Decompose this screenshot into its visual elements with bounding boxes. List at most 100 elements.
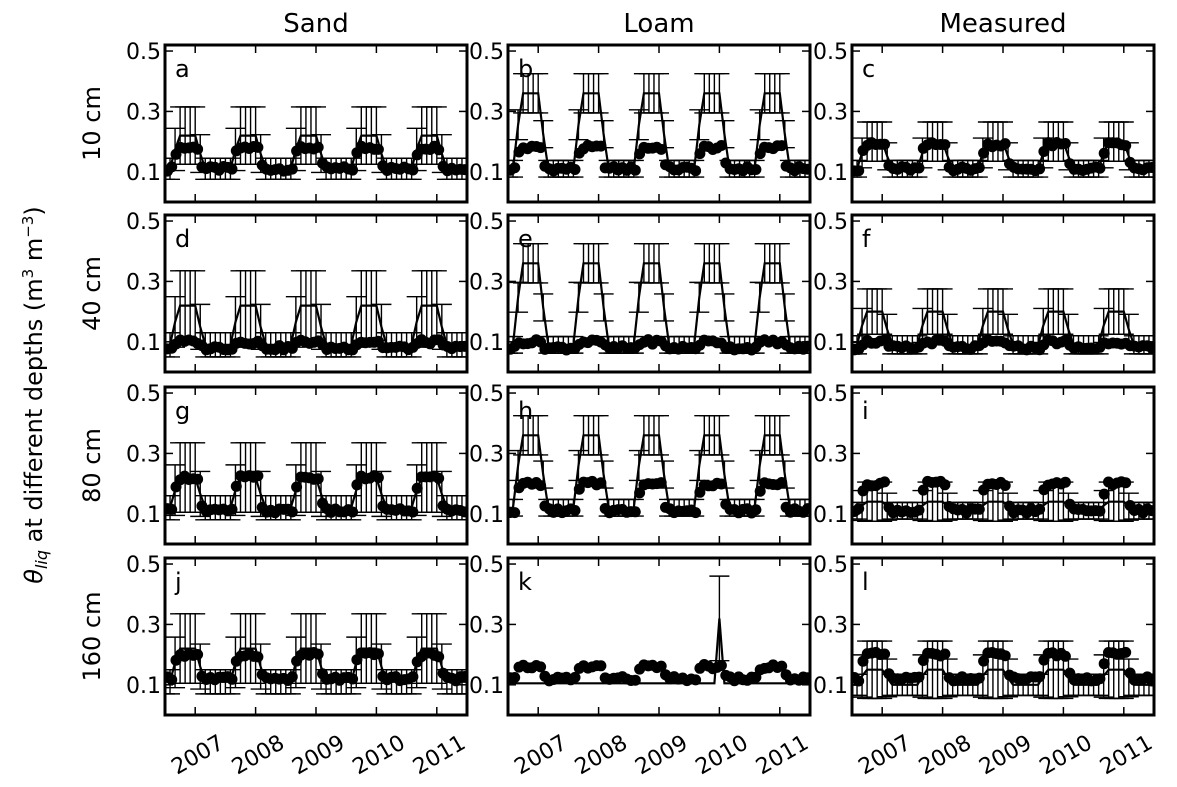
data-point <box>1120 646 1132 658</box>
data-point <box>1034 671 1046 683</box>
data-point <box>535 661 547 673</box>
data-point <box>1034 163 1046 175</box>
data-point <box>535 480 547 492</box>
data-point <box>312 141 324 153</box>
data-point <box>347 164 359 176</box>
data-point <box>879 648 891 660</box>
data-point <box>569 505 581 516</box>
data-point <box>252 470 264 482</box>
data-point <box>569 164 581 175</box>
y-tick-label: 0.3 <box>126 613 161 638</box>
data-point <box>1098 658 1110 670</box>
data-point <box>230 480 242 492</box>
y-tick-label: 0.3 <box>469 100 504 125</box>
panel-j-series-1 <box>165 647 467 687</box>
data-point <box>433 651 445 663</box>
errorbar <box>426 613 447 684</box>
errorbar <box>769 72 790 114</box>
panel-l-series-1 <box>852 646 1154 687</box>
errorbar <box>649 414 669 456</box>
errorbar <box>714 293 735 322</box>
y-tick-label: 0.1 <box>126 161 161 186</box>
data-point <box>999 138 1011 150</box>
errorbar <box>628 109 649 141</box>
data-point <box>913 504 925 516</box>
data-point <box>776 140 788 152</box>
errorbar <box>250 643 271 690</box>
y-tick-label: 0.1 <box>813 674 848 699</box>
errorbar <box>508 109 529 141</box>
data-point <box>690 165 702 177</box>
errorbar <box>769 242 790 284</box>
errorbar <box>709 575 730 662</box>
errorbar <box>185 613 206 684</box>
x-tick-label: 2010 <box>692 731 753 781</box>
y-tick-label: 0.3 <box>469 613 504 638</box>
panel-g-series-1 <box>165 470 467 519</box>
data-point <box>347 506 359 518</box>
panel-f-series-1 <box>852 334 1154 356</box>
errorbar <box>245 613 266 684</box>
panel-d-series-1 <box>165 334 467 356</box>
row-label-10cm: 10 cm <box>78 86 106 161</box>
errorbar <box>528 242 549 284</box>
panel-h-series-0 <box>508 414 810 517</box>
row-label-40cm: 40 cm <box>78 256 106 331</box>
data-point <box>802 340 810 352</box>
data-point <box>407 164 419 176</box>
data-point <box>879 138 891 150</box>
y-tick-label: 0.3 <box>813 270 848 295</box>
data-point <box>715 478 727 490</box>
data-point <box>1098 488 1110 500</box>
errorbar <box>654 293 675 322</box>
y-tick-label: 0.1 <box>469 331 504 356</box>
data-point <box>351 479 363 491</box>
panel-i-series-1 <box>852 475 1154 519</box>
data-point <box>1146 342 1154 354</box>
panel-letter-a: a <box>175 55 190 83</box>
errorbar <box>749 109 770 141</box>
y-tick-label: 0.3 <box>813 613 848 638</box>
panel-h: 0.1 0.3 0.5 h <box>469 382 812 546</box>
errorbar <box>1144 501 1154 520</box>
x-tick-label: 2009 <box>288 731 349 781</box>
panel-letter-g: g <box>175 397 190 425</box>
column-title-measured: Measured <box>939 9 1066 39</box>
data-point <box>853 503 865 515</box>
data-point <box>535 142 547 154</box>
errorbar <box>1144 159 1154 178</box>
y-tick-label: 0.5 <box>469 40 504 65</box>
data-point <box>312 473 324 485</box>
data-point <box>973 503 985 515</box>
y-tick-label: 0.5 <box>126 210 161 235</box>
data-point <box>973 672 985 684</box>
y-tick-label: 0.5 <box>469 210 504 235</box>
data-point <box>226 673 238 685</box>
y-tick-label: 0.5 <box>469 382 504 407</box>
data-point <box>1120 140 1132 152</box>
data-point <box>853 165 865 177</box>
data-point <box>776 660 788 672</box>
panel-letter-i: i <box>862 397 869 425</box>
errorbar <box>431 643 452 690</box>
data-point <box>226 503 238 515</box>
x-tick-label: 2010 <box>349 731 410 781</box>
y-tick-label: 0.1 <box>813 161 848 186</box>
y-tick-label: 0.3 <box>126 270 161 295</box>
errorbar <box>457 494 467 521</box>
data-point <box>913 162 925 174</box>
data-point <box>1059 476 1071 488</box>
panel-b-series-1 <box>508 139 810 177</box>
data-point <box>629 506 641 518</box>
panel-letter-d: d <box>175 225 190 253</box>
y-tick-label: 0.3 <box>813 442 848 467</box>
column-title-loam: Loam <box>623 9 694 39</box>
data-point <box>629 164 641 176</box>
panel-k-frame <box>506 556 812 717</box>
data-point <box>509 672 521 683</box>
panel-e-series-0 <box>508 242 810 354</box>
data-point <box>286 163 298 175</box>
errorbar <box>1093 307 1114 344</box>
data-point <box>715 660 727 671</box>
